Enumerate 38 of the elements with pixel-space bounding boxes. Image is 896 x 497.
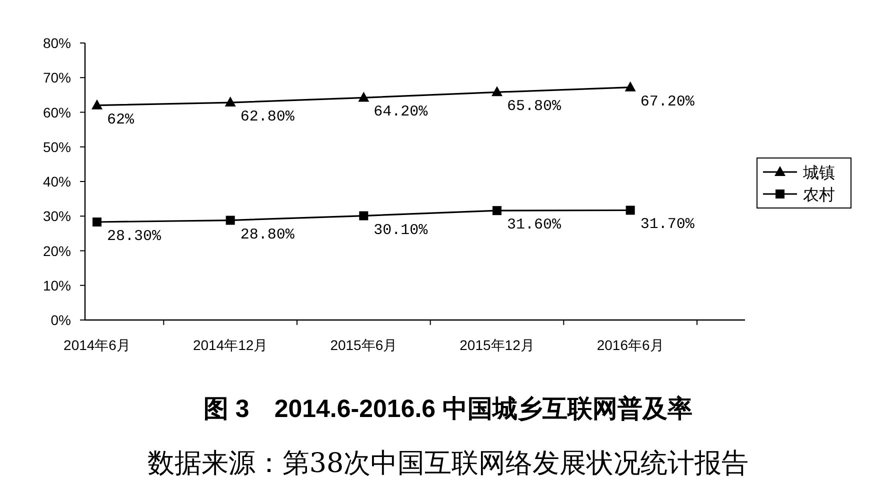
y-tick-label: 10% [42,277,71,294]
source-note: 数据来源：第38次中国互联网络发展状况统计报告 [147,448,749,479]
point [226,216,235,225]
x-tick-label: 2016年6月 [596,337,664,353]
point [224,96,236,107]
data-label: 30.10% [374,222,429,239]
point [492,86,502,96]
x-tick-label: 2015年12月 [460,337,534,353]
point [492,206,502,216]
data-label: 62% [107,111,136,128]
y-tick-label: 30% [42,208,71,224]
data-label: 28.30% [107,228,162,246]
point [92,218,102,227]
point [358,92,370,102]
data-label: 31.70% [640,216,696,234]
legend-label: 农村 [803,186,835,204]
point [359,211,368,220]
x-tick-label: 2015年6月 [330,337,398,353]
data-label: 62.80% [240,108,296,126]
point [624,81,636,92]
data-label: 64.20% [374,104,429,121]
y-tick-label: 50% [42,138,71,155]
x-tick-label: 2014年6月 [64,337,130,353]
y-tick-label: 80% [42,35,71,51]
point [92,99,102,110]
y-tick-label: 40% [42,174,71,190]
y-tick-label: 0% [50,312,71,328]
text: 图 3 2014.6-2016.6 中国城乡互联网普及率 [203,394,693,423]
data-label: 65.80% [507,98,562,116]
data-label: 31.60% [507,216,562,234]
point [626,206,635,215]
x-tick-label: 2014年12月 [192,337,268,353]
legend-label: 城镇 [802,164,835,182]
y-tick-label: 20% [42,242,71,259]
data-label: 67.20% [640,93,696,110]
data-label: 28.80% [240,226,296,244]
y-tick-label: 70% [42,70,71,86]
y-tick-label: 60% [42,104,71,120]
